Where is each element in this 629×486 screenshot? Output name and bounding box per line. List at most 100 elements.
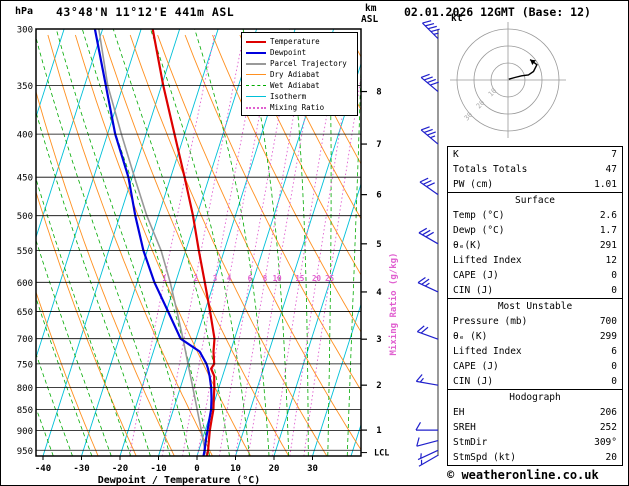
plot-frame: [35, 28, 362, 457]
mixing-ratio-value-label: 25: [325, 274, 334, 283]
mixing-ratio-line: [303, 74, 361, 456]
mixing-ratio-value-label: 10: [273, 274, 283, 283]
dry-adiabat-line: [129, 34, 328, 456]
stat-value: 12: [605, 255, 617, 266]
wind-barb: [416, 437, 439, 447]
stat-row: CAPE (J) 0: [448, 359, 622, 374]
dry-adiabat-line: [184, 34, 361, 392]
stat-row: StmDir 309°: [448, 435, 622, 450]
stat-value: 252: [599, 422, 617, 433]
stat-label: CAPE (J): [453, 361, 499, 372]
wet-adiabat-line: [1, 29, 15, 456]
km-tick-label: 8: [376, 88, 381, 98]
legend-label: Wet Adiabat: [270, 81, 320, 90]
stat-label: Totals Totals: [453, 164, 528, 175]
pressure-tick-label: 450: [17, 174, 33, 184]
pressure-tick-label: 500: [17, 212, 33, 222]
stats-panel: K 7 Totals Totals 47 PW (cm) 1.01 Surface Temp …: [447, 146, 623, 466]
mixing-ratio-line: [197, 34, 276, 456]
isotherm-line: [312, 302, 361, 456]
legend-swatch-temperature: [246, 40, 266, 43]
stat-value: 299: [599, 331, 617, 342]
altitude-axis-unit-asl: ASL: [361, 14, 379, 25]
pressure-tick-label: 650: [17, 308, 33, 318]
mixing-ratio-value-label: 3: [213, 274, 218, 283]
pressure-tick-label: 700: [17, 335, 33, 345]
stat-label: CIN (J): [453, 376, 494, 387]
stat-label: StmSpd (kt): [453, 452, 516, 463]
section-title: Most Unstable: [497, 301, 573, 312]
isotherm-line: [36, 29, 65, 119]
wind-barb: [418, 454, 439, 467]
legend-item: Parcel Trajectory: [246, 58, 357, 69]
wind-barb: [415, 422, 438, 431]
hodo-ring: [473, 45, 543, 115]
wet-adiabat-line: [327, 29, 332, 456]
stat-value: 206: [599, 407, 617, 418]
stat-row: CIN (J) 0: [448, 283, 622, 298]
dry-adiabat-line: [157, 34, 361, 451]
pressure-tick-label: 300: [17, 26, 33, 36]
pressure-tick-label: 950: [17, 447, 33, 457]
mixing-ratio-line: [182, 34, 263, 456]
temp-tick-label: 0: [194, 464, 199, 474]
legend-swatch-parcel-trajectory: [246, 62, 266, 65]
legend-item: Wet Adiabat: [246, 80, 357, 91]
stat-value: 2.6: [599, 210, 617, 221]
stat-value: 1.7: [599, 225, 617, 236]
wind-barb: [417, 449, 439, 461]
legend-swatch-mixing-ratio: [246, 106, 266, 109]
dry-adiabat-line: [36, 90, 175, 456]
mixing-ratio-value-label: 15: [295, 274, 304, 283]
wet-adiabat-line: [346, 55, 361, 456]
isotherm-line: [36, 29, 142, 360]
hodo-ring: [490, 62, 526, 98]
mixing-ratio-line: [128, 34, 215, 456]
km-tick-label: 7: [376, 140, 381, 150]
wet-adiabat-line: [36, 110, 151, 456]
legend-label: Dewpoint: [270, 48, 307, 57]
altitude-axis-unit-km: km: [365, 3, 377, 14]
wind-barb: [420, 126, 439, 145]
mixing-ratio-line: [218, 34, 295, 456]
isotherm-line: [36, 29, 104, 239]
parcel-trajectory-curve: [98, 29, 208, 456]
dry-adiabat-line: [36, 290, 99, 456]
stat-row: Lifted Index 6: [448, 344, 622, 359]
stat-row: θₑ (K) 299: [448, 329, 622, 344]
station-title: 43°48'N 11°12'E 441m ASL: [56, 5, 235, 19]
stat-value: 6: [611, 346, 617, 357]
legend-label: Temperature: [270, 37, 320, 46]
stat-label: Dewp (°C): [453, 225, 505, 236]
temp-tick-label: -40: [35, 464, 51, 474]
section-title: Surface: [514, 195, 556, 206]
hodo-ring: [456, 28, 560, 132]
wet-adiabat-line: [36, 36, 171, 456]
km-tick-label: 4: [376, 288, 382, 298]
temperature-curve: [151, 29, 216, 456]
isotherm-line: [42, 29, 181, 456]
mixing-ratio-line: [289, 34, 357, 456]
pressure-tick-label: 850: [17, 406, 33, 416]
mixing-ratio-value-label: 4: [227, 274, 232, 283]
stat-row: StmSpd (kt) 20: [448, 450, 622, 465]
stat-value: 291: [599, 240, 617, 251]
hodograph-unit-label: kt: [451, 13, 463, 24]
stat-row: PW (cm) 1.01: [448, 177, 622, 192]
pressure-tick-label: 750: [17, 360, 33, 370]
stat-label: θₑ(K): [453, 240, 482, 251]
stat-label: Lifted Index: [453, 346, 522, 357]
pressure-tick-label: 800: [17, 384, 33, 394]
stat-value: 20: [605, 452, 617, 463]
pressure-tick-label: 900: [17, 427, 33, 437]
stat-row: Dewp (°C) 1.7: [448, 223, 622, 238]
wet-adiabat-line: [81, 29, 211, 456]
wet-adiabat-line: [36, 238, 112, 456]
wet-adiabat-line: [36, 177, 132, 456]
isotherm-line: [119, 29, 258, 456]
stat-value: 309°: [594, 437, 617, 448]
stat-value: 700: [599, 316, 617, 327]
temp-tick-label: -30: [73, 464, 89, 474]
